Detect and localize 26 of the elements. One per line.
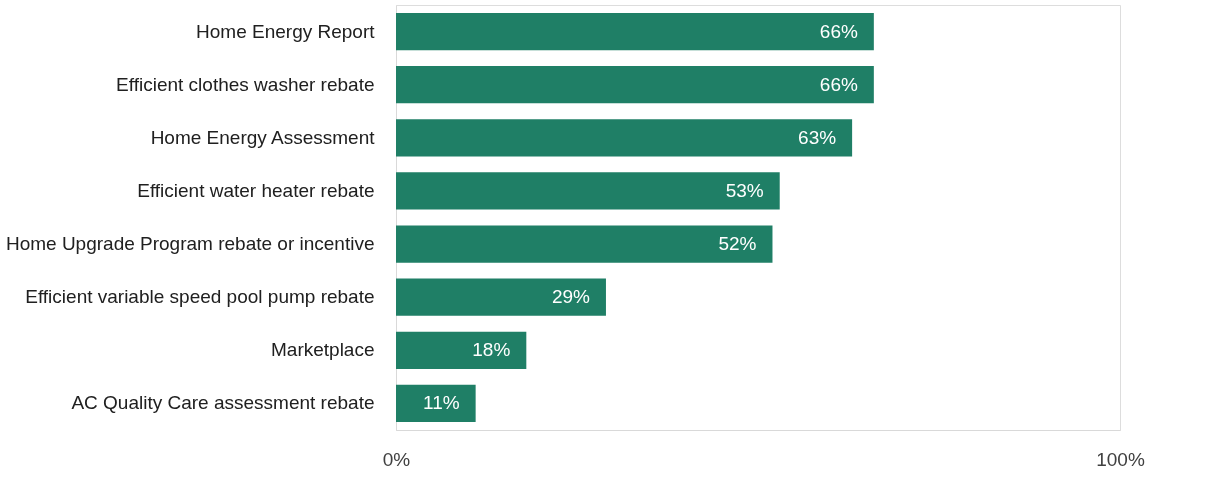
data-label: 18%: [472, 339, 511, 361]
y-tick-label: Home Upgrade Program rebate or incentive: [5, 233, 375, 255]
y-tick-label: Home Energy Report: [196, 20, 376, 42]
bar: [396, 172, 780, 210]
data-label: 11%: [423, 392, 460, 414]
x-tick-label: 0%: [382, 448, 411, 470]
y-tick-label: Efficient variable speed pool pump rebate: [25, 286, 375, 308]
y-tick-label: AC Quality Care assessment rebate: [71, 392, 375, 414]
data-label: 63%: [798, 126, 837, 148]
bar: [396, 119, 853, 157]
x-tick-label: 100%: [1096, 448, 1145, 470]
data-label: 66%: [819, 20, 858, 42]
bar: [396, 384, 476, 423]
data-label: 52%: [718, 233, 757, 255]
bar: [396, 225, 773, 263]
bar: [396, 331, 527, 369]
y-tick-label: Home Energy Assessment: [150, 126, 376, 148]
y-tick-label: Efficient clothes washer rebate: [116, 73, 375, 95]
data-label: 29%: [551, 286, 591, 308]
data-label: 66%: [819, 73, 858, 95]
bar: [396, 12, 874, 51]
y-tick-label: Efficient water heater rebate: [137, 179, 375, 201]
y-tick-label: Marketplace: [271, 339, 375, 361]
bar: [396, 278, 606, 316]
data-label: 53%: [725, 179, 764, 201]
bar: [396, 66, 874, 104]
